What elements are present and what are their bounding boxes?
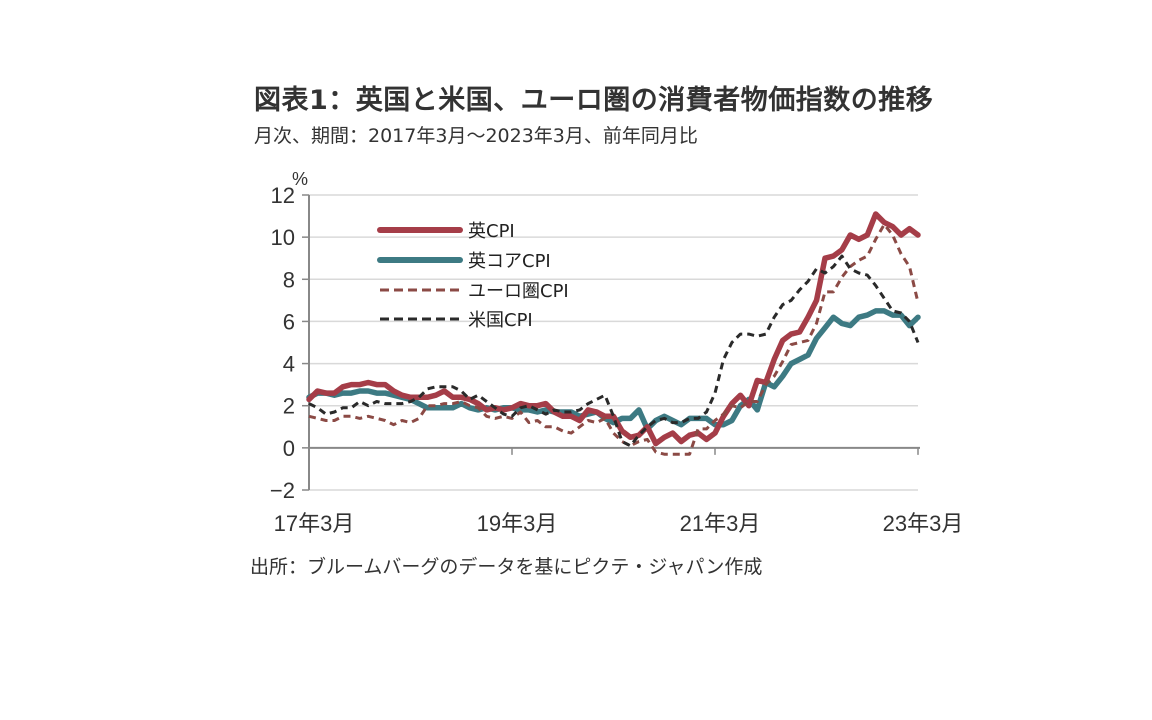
legend-label: ユーロ圏CPI [468,281,569,302]
y-tick-label: −2 [270,478,295,503]
series-uk-cpi [306,211,921,447]
legend-label: 英コアCPI [468,251,551,272]
y-axis-unit-label: % [292,169,308,189]
y-tick-label: 2 [283,394,295,419]
legend-label: 英CPI [468,221,515,242]
x-tick-label: 19年3月 [477,511,558,536]
grid-lines [309,194,918,491]
series-uk-core-cpi [306,308,921,432]
chart-title: 図表1：英国と米国、ユーロ圏の消費者物価指数の推移 [254,85,934,116]
series-euro-cpi [308,223,920,456]
y-tick-label: 10 [271,225,295,250]
legend: 英CPI 英コアCPI ユーロ圏CPI 米国CPI [377,221,569,331]
y-tick-label: 6 [283,309,295,334]
legend-label: 米国CPI [468,310,533,331]
tick-labels: 12 10 8 6 4 2 0 −2 17年3月 19年3月 21年3月 23年3月 [270,183,963,536]
axes [302,194,920,491]
series-lines [306,211,921,456]
x-tick-label: 21年3月 [680,511,761,536]
x-tick-label: 17年3月 [274,511,355,536]
y-tick-label: 4 [283,352,295,377]
y-tick-label: 0 [283,436,295,461]
y-tick-label: 12 [271,183,295,208]
x-tick-label: 23年3月 [883,511,964,536]
source-note: 出所：ブルームバーグのデータを基にピクテ・ジャパン作成 [250,556,763,578]
y-tick-label: 8 [283,267,295,292]
series-us-cpi [308,254,920,448]
chart-subtitle: 月次、期間：2017年3月～2023年3月、前年同月比 [254,125,698,147]
